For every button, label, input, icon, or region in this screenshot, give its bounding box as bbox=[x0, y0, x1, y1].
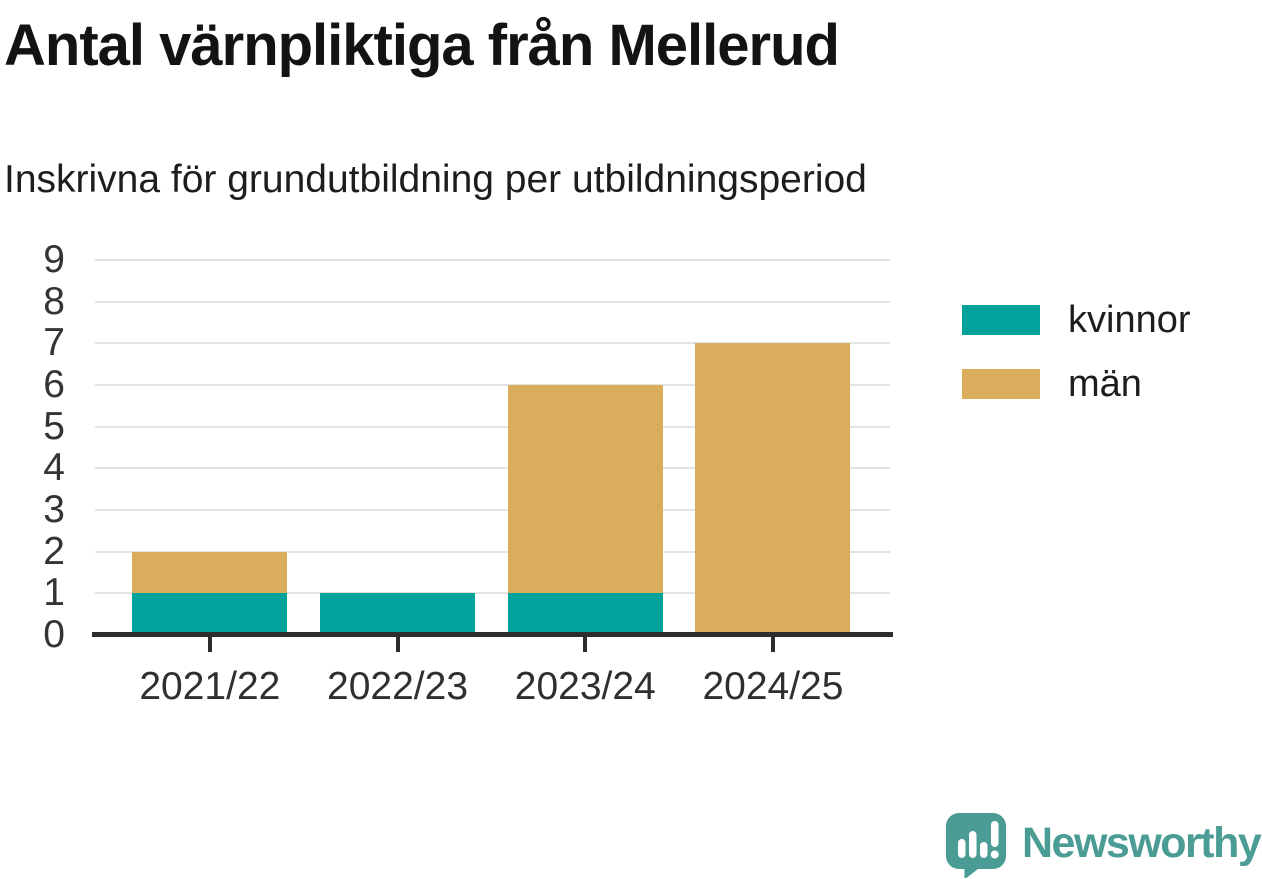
y-axis-label: 7 bbox=[43, 321, 65, 365]
gridline bbox=[95, 384, 890, 386]
gridline bbox=[95, 425, 890, 428]
gridline bbox=[95, 259, 890, 261]
newsworthy-logo-text: Newsworthy bbox=[1022, 819, 1262, 867]
gridline bbox=[95, 342, 890, 345]
y-axis-label: 4 bbox=[43, 446, 65, 490]
y-axis-label: 3 bbox=[43, 488, 65, 531]
gridline bbox=[95, 467, 890, 470]
y-axis-label: 0 bbox=[43, 613, 65, 656]
x-axis-label: 2022/23 bbox=[327, 665, 469, 708]
x-axis-tick bbox=[395, 637, 400, 652]
x-axis-line bbox=[92, 632, 893, 637]
x-axis-tick bbox=[770, 637, 775, 652]
y-axis-label: 2 bbox=[43, 529, 65, 573]
bar-segment-män-2024/25 bbox=[695, 343, 851, 635]
y-axis-label: 6 bbox=[43, 363, 65, 406]
plot-area: 0 1 2 3 4 5 6 7 8 9 2021/22 2022/23 2023/24 2024/25 bbox=[43, 240, 893, 708]
x-axis-label: 2023/24 bbox=[514, 665, 656, 708]
y-axis-label: 8 bbox=[43, 279, 65, 323]
x-axis-label: 2024/25 bbox=[702, 665, 844, 708]
legend-item-män: män bbox=[962, 365, 1191, 403]
legend-item-kvinnor: kvinnor bbox=[962, 301, 1191, 339]
gridline bbox=[95, 300, 890, 303]
newsworthy-logo-icon bbox=[946, 813, 1006, 878]
bar-segment-kvinnor-2021/22 bbox=[132, 593, 288, 635]
bar-segment-män-2021/22 bbox=[132, 551, 288, 594]
gridline bbox=[95, 592, 890, 595]
bar-segment-kvinnor-2022/23 bbox=[320, 593, 476, 635]
legend-swatch-män bbox=[962, 369, 1040, 399]
y-axis-label: 5 bbox=[43, 404, 65, 448]
chart-subtitle: Inskrivna för grundutbildning per utbild… bbox=[4, 158, 867, 201]
gridline bbox=[95, 509, 890, 511]
x-axis-tick bbox=[583, 637, 588, 652]
y-axis-label: 1 bbox=[43, 571, 65, 615]
legend-swatch-kvinnor bbox=[962, 305, 1040, 335]
chart-title: Antal värnpliktiga från Mellerud bbox=[4, 13, 840, 78]
legend-label-kvinnor: kvinnor bbox=[1068, 299, 1191, 341]
y-axis-label: 9 bbox=[43, 238, 65, 281]
newsworthy-logo: Newsworthy bbox=[945, 812, 1262, 878]
bar-segment-män-2023/24 bbox=[507, 385, 663, 594]
gridline bbox=[95, 550, 890, 553]
x-axis-tick bbox=[207, 637, 212, 652]
legend-label-män: män bbox=[1068, 363, 1142, 405]
legend: kvinnor män bbox=[962, 301, 1191, 403]
bar-segment-kvinnor-2023/24 bbox=[507, 593, 663, 635]
x-axis-label: 2021/22 bbox=[139, 665, 281, 708]
